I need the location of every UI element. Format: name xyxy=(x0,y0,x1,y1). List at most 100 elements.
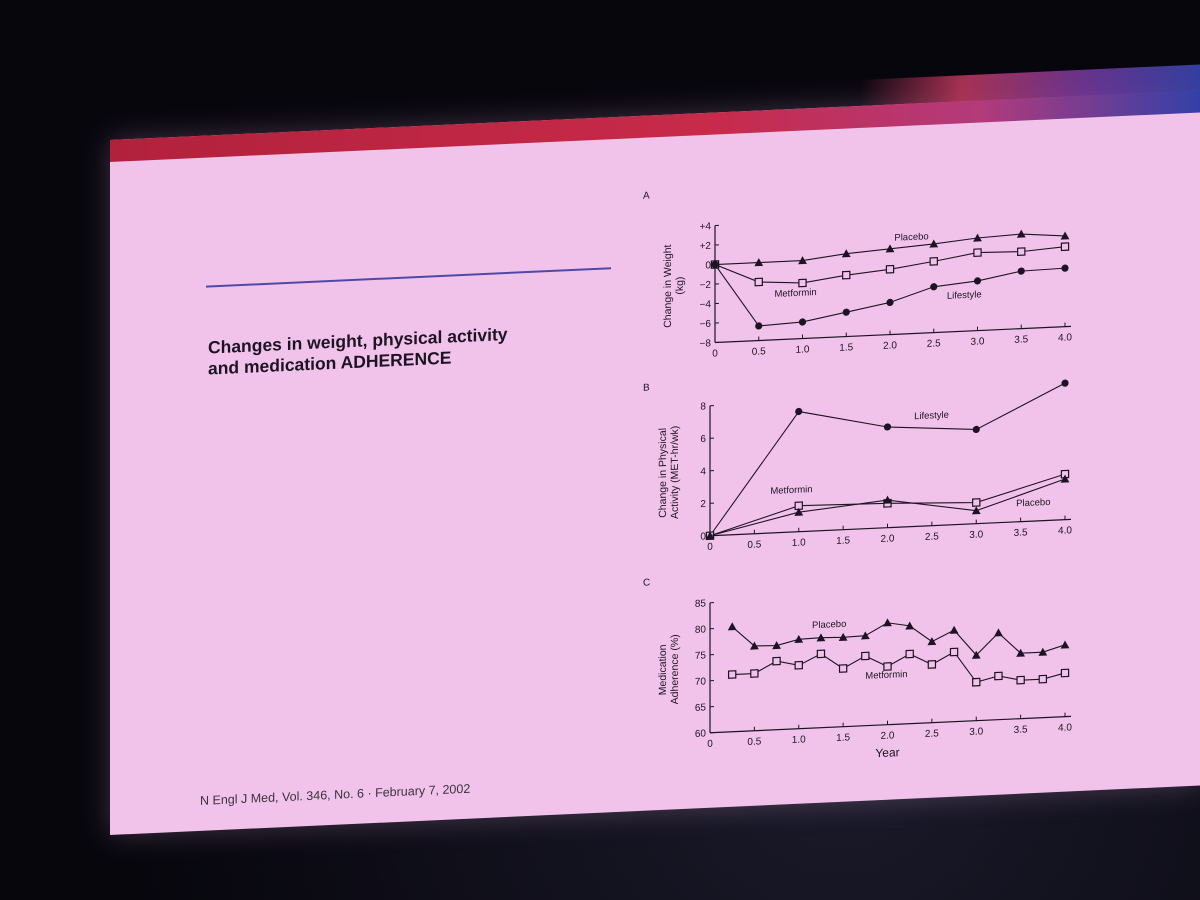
x-tick-label: 0.5 xyxy=(747,539,761,551)
data-point xyxy=(772,641,781,650)
x-tick-label: 1.5 xyxy=(839,342,853,354)
y-tick-label: +4 xyxy=(700,221,712,233)
data-point xyxy=(885,244,895,253)
data-point xyxy=(838,664,848,673)
data-point xyxy=(971,650,981,659)
x-tick-label: 1.0 xyxy=(796,344,810,356)
series-annotation: Metformin xyxy=(775,287,817,300)
x-tick-label: 4.0 xyxy=(1058,722,1072,734)
series-annotation: Metformin xyxy=(770,484,812,497)
x-tick-label: 3.0 xyxy=(969,726,983,738)
x-tick-label: 1.5 xyxy=(836,535,850,547)
x-tick-label: 2.0 xyxy=(883,340,897,352)
y-tick-label: 6 xyxy=(700,434,706,445)
data-point xyxy=(972,677,981,687)
data-point xyxy=(883,423,892,431)
series-annotation: Lifestyle xyxy=(947,289,982,302)
data-point xyxy=(930,283,938,291)
data-point xyxy=(794,507,804,516)
y-tick-label: 60 xyxy=(695,728,707,740)
x-tick-label: 0.5 xyxy=(747,736,761,748)
y-tick-label: 0 xyxy=(700,531,706,542)
series-line xyxy=(714,264,1066,327)
data-point xyxy=(842,308,850,316)
series-line xyxy=(731,622,1066,656)
y-axis-label-line-2: Activity (MET-hr/wk) xyxy=(669,425,681,519)
data-point xyxy=(971,506,981,515)
series-annotation: Placebo xyxy=(1016,497,1050,510)
data-point xyxy=(949,625,959,634)
x-tick-label: 3.0 xyxy=(971,336,985,348)
figure-panels: A +4 +2 0 −2 −4 −6 −8 0 0.5 1.0 1.5 2.0 2.5 3.0 3.5 4.0 C… xyxy=(625,170,1095,796)
data-point xyxy=(772,656,781,666)
series-metformin xyxy=(710,242,1070,288)
series-annotation: Placebo xyxy=(812,619,846,632)
y-tick-label: −2 xyxy=(700,280,712,292)
series-lifestyle xyxy=(706,379,1069,540)
y-tick-label: −4 xyxy=(700,299,712,311)
data-point xyxy=(1061,379,1069,387)
data-point xyxy=(883,618,892,627)
series-metformin xyxy=(727,647,1070,687)
x-tick-label: 3.5 xyxy=(1014,527,1028,539)
y-axis-label-line-1: Change in Physical xyxy=(657,428,669,518)
data-point xyxy=(798,256,807,265)
x-tick-label: 4.0 xyxy=(1058,332,1072,344)
series-placebo xyxy=(705,474,1070,540)
x-tick-label: 1.0 xyxy=(792,734,806,746)
x-axis xyxy=(715,325,1071,344)
data-point xyxy=(886,298,894,307)
y-tick-label: 8 xyxy=(700,401,706,412)
figure-svg: A+4+20−2−4−6−80 0.5 1.0 1.5 2.0 2.5 3.0 3.5 4.0C… xyxy=(643,190,1072,760)
series-annotation: Lifestyle xyxy=(914,410,949,423)
data-point xyxy=(798,278,807,288)
x-tick-label: 2.0 xyxy=(881,730,895,742)
data-point xyxy=(1060,668,1070,678)
data-point xyxy=(754,258,764,267)
data-point xyxy=(927,660,937,669)
data-point xyxy=(841,249,851,258)
data-point xyxy=(727,622,737,631)
data-point xyxy=(883,495,892,504)
data-point xyxy=(711,260,719,269)
title-divider xyxy=(206,267,611,288)
x-tick-label: 2.5 xyxy=(927,338,941,350)
data-point xyxy=(1060,474,1070,483)
data-point xyxy=(1060,231,1070,240)
data-point xyxy=(905,621,915,630)
data-point xyxy=(794,634,804,644)
chart-panel-b: B 0 2 4 6 8 0 0.5 1.0 1.5 2.0 2.5 3.0 3.5 4.0 Change in… xyxy=(643,379,1072,553)
x-tick-label: 2.5 xyxy=(925,728,939,740)
x-tick-label: 0 xyxy=(707,739,713,750)
data-point xyxy=(1016,675,1025,685)
x-axis xyxy=(710,715,1071,734)
y-axis-label: Change in PhysicalActivity (MET-hr/wk) xyxy=(657,425,681,519)
x-tick-label: 4.0 xyxy=(1058,525,1072,537)
data-point xyxy=(1016,229,1026,238)
x-tick-label: 1.0 xyxy=(792,537,806,549)
data-point xyxy=(973,277,982,285)
chart-panel-a: A+4+20−2−4−6−80 0.5 1.0 1.5 2.0 2.5 3.0 3.5 4.0C… xyxy=(643,190,1072,359)
data-point xyxy=(798,318,807,326)
y-tick-label: −6 xyxy=(700,319,712,331)
y-tick-label: 75 xyxy=(695,650,707,662)
data-point xyxy=(1060,242,1070,252)
data-point xyxy=(842,270,851,280)
data-point xyxy=(1017,267,1025,275)
y-tick-label: −8 xyxy=(700,338,712,350)
y-axis-label-line-2: Adherence (%) xyxy=(669,634,681,705)
y-axis-label-line-1: Medication xyxy=(657,644,669,695)
y-tick-label: 4 xyxy=(700,466,706,477)
data-point xyxy=(860,631,870,640)
data-point xyxy=(929,239,939,248)
data-point xyxy=(883,662,892,671)
data-point xyxy=(1038,647,1048,656)
slide-title: Changes in weight, physical activity and… xyxy=(208,319,608,379)
projection-screen: Changes in weight, physical activity and… xyxy=(110,64,1200,835)
data-point xyxy=(885,264,895,274)
panel-label: B xyxy=(643,382,650,393)
data-point xyxy=(973,248,982,257)
y-tick-label: 0 xyxy=(705,260,711,271)
y-tick-label: 80 xyxy=(695,624,707,636)
data-point xyxy=(973,233,982,242)
